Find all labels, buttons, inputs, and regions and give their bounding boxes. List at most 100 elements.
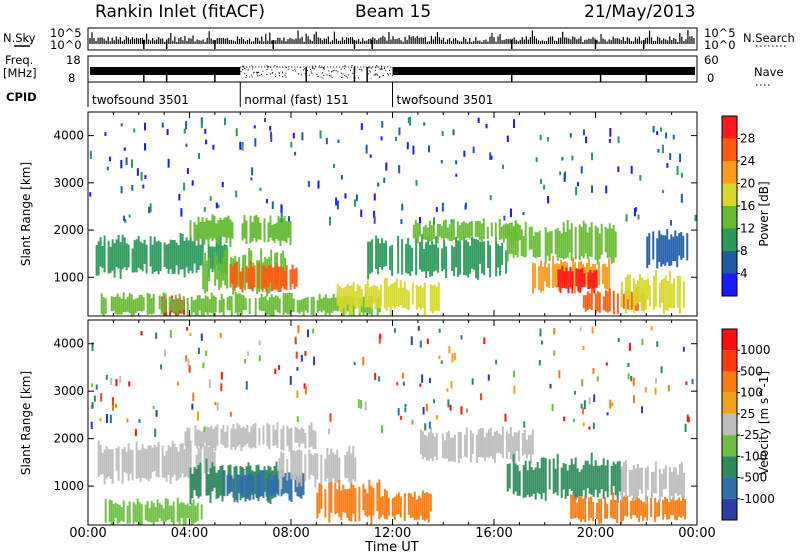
range-gate-cell xyxy=(564,231,567,259)
range-gate-cell xyxy=(428,220,431,242)
range-gate-cell xyxy=(366,493,369,518)
sparse-echo xyxy=(131,184,134,191)
nsky-trace xyxy=(89,30,695,49)
date-title: 21/May/2013 xyxy=(584,2,696,22)
range-gate-cell xyxy=(168,296,171,312)
range-gate-cell xyxy=(326,298,329,314)
range-gate-cell xyxy=(584,223,587,254)
range-gate-cell xyxy=(336,283,339,306)
range-gate-cell xyxy=(277,215,280,241)
range-gate-cell xyxy=(389,246,392,271)
sparse-echo xyxy=(398,165,401,174)
range-gate-cell xyxy=(642,502,645,521)
range-gate-cell xyxy=(320,484,323,510)
sparse-echo xyxy=(333,163,336,168)
range-gate-cell xyxy=(433,436,436,457)
sparse-echo xyxy=(235,128,238,137)
range-gate-cell xyxy=(618,461,621,492)
colorbar-swatch xyxy=(722,251,737,274)
sparse-echo xyxy=(89,150,92,159)
range-gate-cell xyxy=(636,496,639,518)
sparse-echo xyxy=(580,166,583,174)
range-gate-cell xyxy=(606,503,609,519)
range-gate-cell xyxy=(486,226,489,239)
range-gate-cell xyxy=(436,223,439,244)
range-gate-cell xyxy=(342,484,345,513)
range-gate-cell xyxy=(550,231,553,254)
range-gate-cell xyxy=(172,300,175,314)
range-gate-cell xyxy=(567,271,570,294)
nave-dot xyxy=(345,76,347,78)
range-gate-cell xyxy=(207,220,210,247)
range-gate-cell xyxy=(280,428,283,450)
sparse-echo xyxy=(495,359,498,365)
range-gate-cell xyxy=(465,427,468,458)
nave-dot xyxy=(373,74,375,76)
sparse-echo xyxy=(432,399,435,404)
range-gate-cell xyxy=(95,244,98,276)
sparse-echo xyxy=(593,394,596,403)
sparse-echo xyxy=(606,412,609,416)
range-gate-cell xyxy=(123,237,126,268)
colorbar-swatch xyxy=(722,273,737,296)
range-gate-cell xyxy=(590,452,593,495)
range-gate-cell xyxy=(495,430,498,454)
sparse-echo xyxy=(639,175,642,181)
nsearch-tick-bottom: 10^0 xyxy=(704,38,736,52)
range-gate-cell xyxy=(602,264,605,284)
range-gate-cell xyxy=(256,474,259,499)
range-gate-cell xyxy=(268,473,271,496)
nave-dot xyxy=(368,66,370,68)
range-gate-cell xyxy=(606,291,609,313)
range-gate-cell xyxy=(197,233,200,270)
sparse-echo xyxy=(93,395,96,402)
sparse-echo xyxy=(397,408,400,416)
nave-dot xyxy=(266,73,268,75)
range-gate-cell xyxy=(155,446,158,477)
range-gate-cell xyxy=(367,241,370,280)
range-gate-cell xyxy=(199,222,202,239)
range-gate-cell xyxy=(588,227,591,257)
range-gate-cell xyxy=(282,292,285,315)
sparse-echo xyxy=(591,326,594,334)
range-gate-cell xyxy=(280,451,283,490)
range-gate-cell xyxy=(350,453,353,488)
range-gate-cell xyxy=(233,466,236,503)
nave-dot xyxy=(344,74,346,76)
range-gate-cell xyxy=(270,480,273,497)
sparse-echo xyxy=(301,132,304,141)
sparse-echo xyxy=(208,379,211,389)
sparse-echo xyxy=(114,403,117,408)
range-gate-cell xyxy=(260,470,263,497)
range-gate-cell xyxy=(606,228,609,259)
sparse-echo xyxy=(294,151,297,156)
sparse-echo xyxy=(522,211,525,216)
range-gate-cell xyxy=(413,491,416,520)
sparse-echo xyxy=(483,337,486,345)
time-axis-ticks: 00:00 04:00 08:00 12:00 16:00 20:00 00:00 xyxy=(69,526,715,541)
range-gate-cell xyxy=(487,240,490,269)
range-gate-cell xyxy=(444,219,447,239)
sparse-echo xyxy=(489,195,492,201)
range-gate-cell xyxy=(588,293,591,309)
range-gate-cell xyxy=(244,428,247,446)
range-gate-cell xyxy=(133,240,136,273)
nave-dot xyxy=(359,69,361,71)
range-gate-cell xyxy=(560,467,563,498)
range-gate-cell xyxy=(194,425,197,446)
range-gate-cell xyxy=(628,469,631,497)
range-gate-cell xyxy=(199,244,202,266)
range-gate-cell xyxy=(196,295,199,316)
range-gate-cell xyxy=(304,432,307,449)
range-gate-cell xyxy=(292,298,295,313)
range-gate-cell xyxy=(352,296,355,316)
nave-dot xyxy=(342,76,344,78)
range-gate-cell xyxy=(141,444,144,479)
sparse-echo xyxy=(278,365,281,370)
nave-dot xyxy=(381,68,383,70)
sparse-echo xyxy=(650,326,653,331)
range-gate-cell xyxy=(215,223,218,243)
nave-dot xyxy=(255,71,257,73)
range-gate-cell xyxy=(682,472,685,499)
range-gate-cell xyxy=(300,427,303,444)
